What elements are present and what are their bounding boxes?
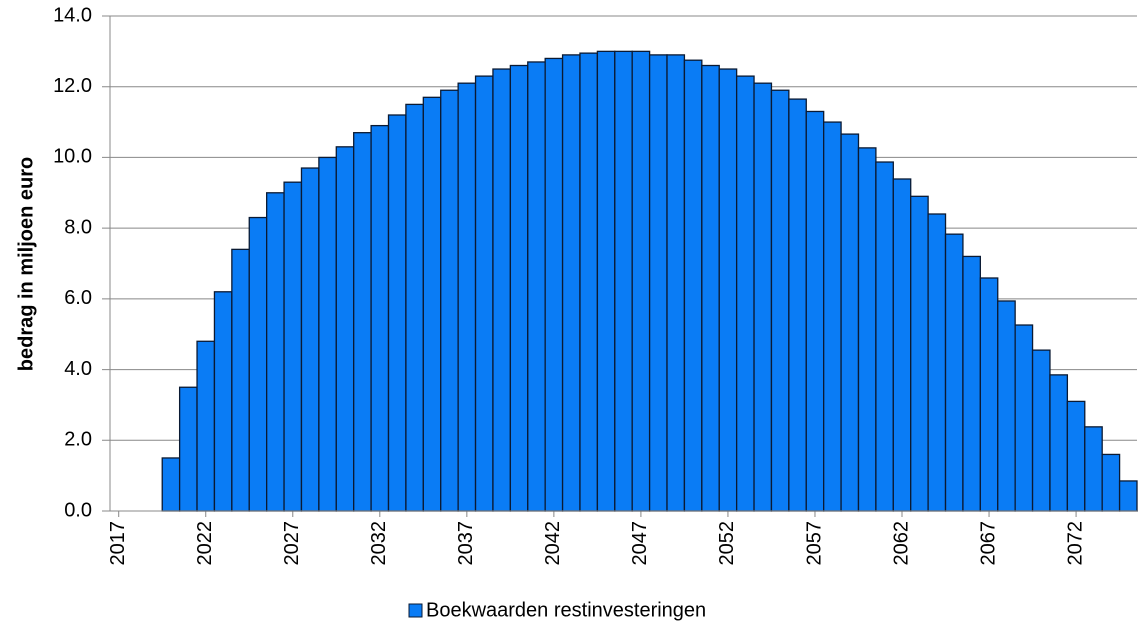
- y-tick-label: 2.0: [64, 429, 92, 451]
- bar: [1084, 426, 1103, 512]
- bar: [596, 50, 616, 512]
- bar: [579, 52, 599, 512]
- x-tick-label: 2062: [890, 521, 912, 566]
- bar: [231, 248, 250, 512]
- bar: [318, 156, 337, 512]
- y-tick-label: 10.0: [53, 146, 92, 168]
- bar: [1014, 324, 1034, 512]
- bar: [161, 457, 181, 512]
- bar: [405, 103, 424, 512]
- bar: [196, 340, 216, 512]
- y-tick-label: 12.0: [53, 75, 92, 97]
- x-tick-label: 2042: [542, 521, 564, 566]
- x-tick-label: 2067: [977, 521, 999, 566]
- bar: [910, 195, 929, 512]
- bar: [457, 82, 477, 512]
- x-tick-label: 2072: [1064, 521, 1086, 566]
- bar: [1118, 480, 1138, 512]
- bar: [213, 291, 233, 512]
- bar: [440, 89, 459, 512]
- bar: [492, 68, 512, 512]
- bar: [701, 64, 720, 512]
- bar: [927, 213, 947, 512]
- bar: [1031, 349, 1051, 512]
- bar: [248, 216, 268, 512]
- y-tick-label: 0.0: [64, 499, 92, 521]
- bar: [544, 57, 564, 512]
- bar: [683, 59, 703, 512]
- bar: [1066, 400, 1086, 512]
- bar: [892, 178, 912, 512]
- x-tick-label: 2027: [281, 521, 303, 566]
- bar: [631, 50, 651, 512]
- legend-label: Boekwaarden restinvesteringen: [426, 599, 706, 621]
- bar: [178, 386, 198, 512]
- bar: [962, 255, 981, 512]
- bar: [840, 133, 860, 512]
- bar: [266, 192, 285, 512]
- bar: [422, 96, 442, 512]
- y-tick-label: 6.0: [64, 287, 92, 309]
- bar: [857, 147, 877, 512]
- y-tick-label: 14.0: [53, 4, 92, 26]
- bar: [561, 54, 581, 512]
- bar: [805, 110, 825, 512]
- x-tick-label: 2052: [716, 521, 738, 566]
- bar: [1049, 374, 1069, 512]
- legend-swatch: [408, 603, 423, 618]
- bar: [753, 82, 773, 512]
- x-tick-label: 2037: [455, 521, 477, 566]
- bar: [788, 98, 807, 512]
- bar: [1101, 453, 1121, 512]
- bar: [770, 89, 790, 512]
- bar: [474, 75, 494, 512]
- x-tick-label: 2032: [368, 521, 390, 566]
- bar: [997, 300, 1016, 512]
- bar: [979, 277, 999, 512]
- bar: [283, 181, 303, 512]
- bar: [823, 121, 842, 512]
- y-axis-label: bedrag in miljoen euro: [15, 157, 37, 371]
- x-tick-label: 2017: [107, 521, 129, 566]
- bar: [335, 146, 355, 512]
- bar: [666, 54, 686, 512]
- bar: [648, 54, 668, 512]
- bar: [527, 61, 546, 512]
- x-tick-label: 2022: [194, 521, 216, 566]
- bar: [718, 68, 738, 512]
- x-tick-label: 2047: [629, 521, 651, 566]
- y-tick-label: 8.0: [64, 216, 92, 238]
- bar: [387, 114, 407, 512]
- bar: [509, 64, 529, 512]
- bar: [370, 124, 390, 512]
- bar: [353, 132, 372, 512]
- bar: [614, 50, 633, 512]
- bar: [875, 161, 894, 512]
- bar: [735, 75, 755, 512]
- y-tick-label: 4.0: [64, 358, 92, 380]
- x-tick-label: 2057: [803, 521, 825, 566]
- bar: [944, 233, 964, 512]
- bar: [300, 167, 320, 512]
